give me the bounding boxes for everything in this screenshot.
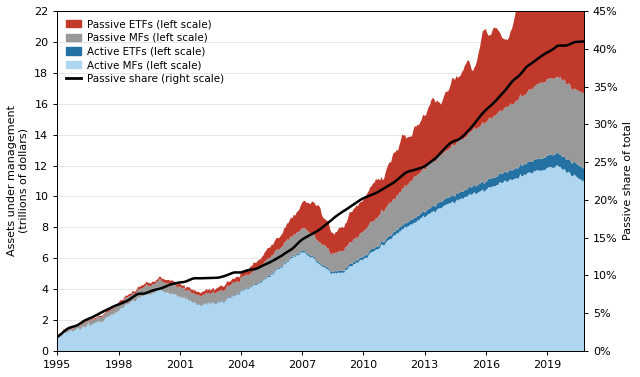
Y-axis label: Passive share of total: Passive share of total xyxy=(623,121,633,241)
Y-axis label: Assets under management
(trillions of dollars): Assets under management (trillions of do… xyxy=(7,106,29,256)
Legend: Passive ETFs (left scale), Passive MFs (left scale), Active ETFs (left scale), A: Passive ETFs (left scale), Passive MFs (… xyxy=(63,16,227,87)
